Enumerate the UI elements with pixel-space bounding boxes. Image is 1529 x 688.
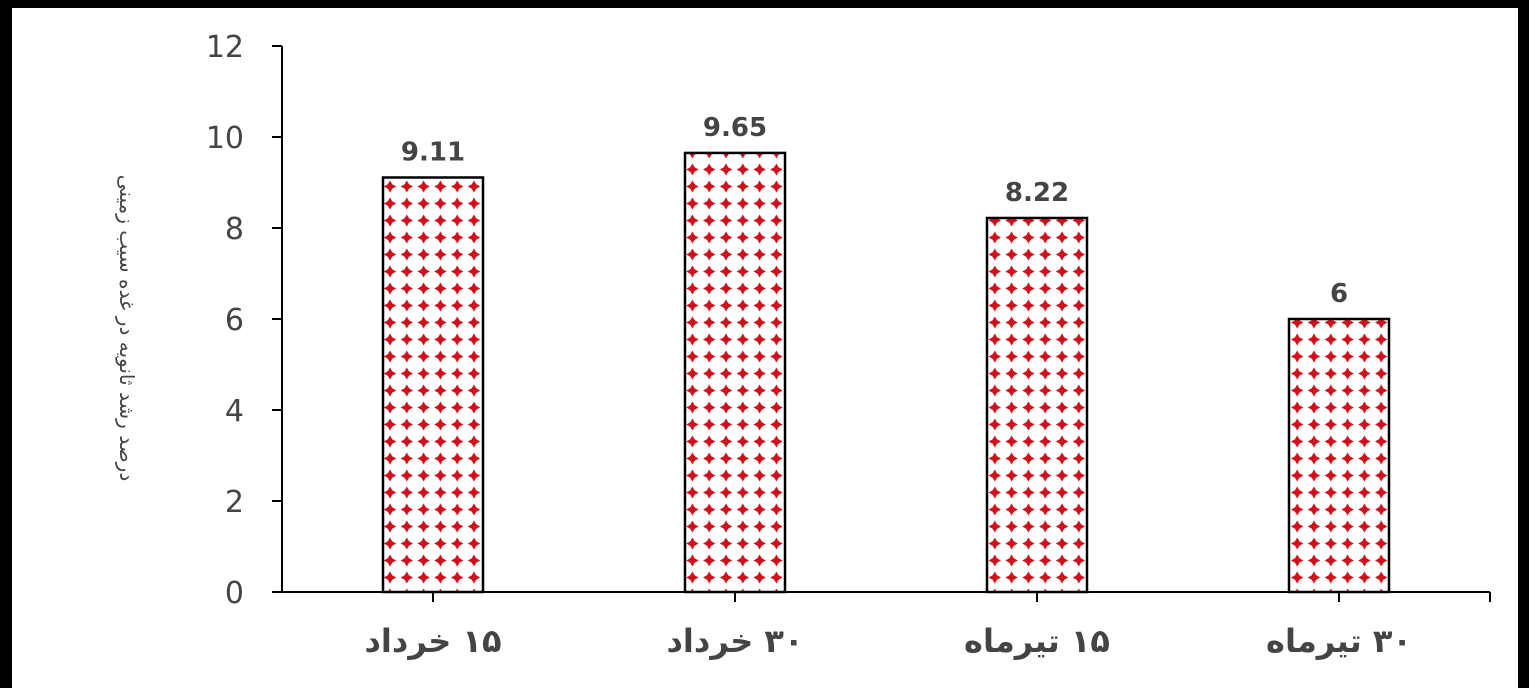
data-label-1: 9.11 (401, 137, 465, 167)
category-label-2: ۳۰ خرداد (667, 622, 804, 660)
bar-1 (381, 176, 485, 594)
y-tick-label-12: 12 (206, 30, 244, 65)
chart-frame: 9.11 ۱۵ خرداد 9.65 ۳۰ خرداد 8.22 ۱۵ تیرماه 6 ۳۰… (12, 8, 1518, 688)
bar-3 (985, 216, 1089, 594)
data-label-3: 8.22 (1005, 178, 1069, 208)
y-tick-label-10: 10 (206, 121, 244, 156)
data-label-4: 6 (1330, 279, 1348, 309)
y-tick-label-4: 4 (225, 394, 244, 429)
bar-4 (1287, 317, 1391, 594)
y-tick-label-2: 2 (225, 485, 244, 520)
category-label-1: ۱۵ خرداد (365, 622, 502, 660)
category-label-4: ۳۰ تیرماه (1266, 622, 1412, 660)
category-label-3: ۱۵ تیرماه (964, 622, 1110, 660)
y-tick-label-8: 8 (225, 212, 244, 247)
y-axis-title: درصد رشد ثانویه در غده سیب زمینی (115, 175, 139, 482)
data-label-2: 9.65 (703, 113, 767, 143)
bar-chart: 9.11 ۱۵ خرداد 9.65 ۳۰ خرداد 8.22 ۱۵ تیرماه 6 ۳۰… (115, 30, 1491, 660)
bar-2 (683, 151, 787, 594)
y-tick-label-6: 6 (225, 303, 244, 338)
y-tick-label-0: 0 (225, 576, 244, 611)
